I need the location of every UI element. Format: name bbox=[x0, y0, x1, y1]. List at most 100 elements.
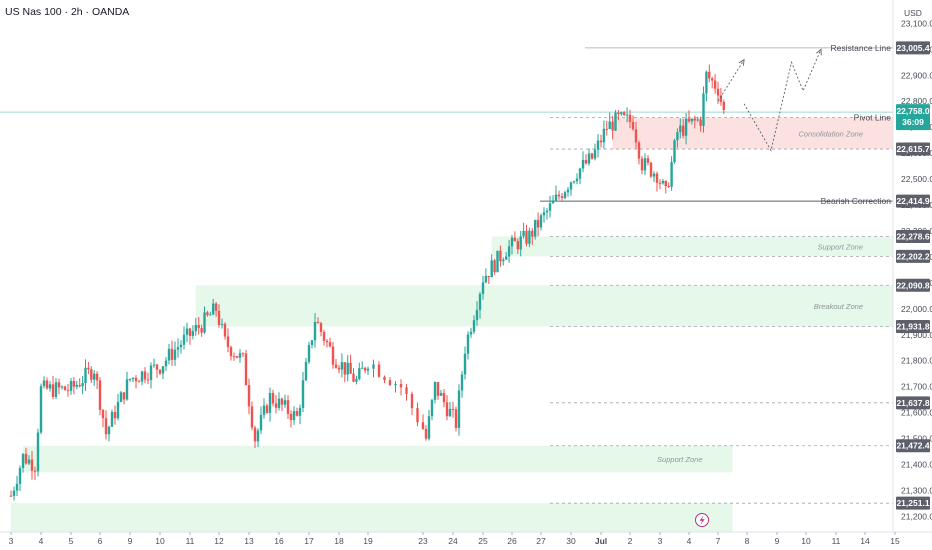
candle-body-47 bbox=[149, 365, 153, 381]
candle-body-49 bbox=[155, 364, 159, 370]
level-name-1: Pivot Line bbox=[854, 112, 892, 122]
candle-body-3 bbox=[18, 468, 22, 484]
candle-body-34 bbox=[110, 411, 114, 427]
candle-body-50 bbox=[158, 369, 162, 374]
candle-body-178 bbox=[563, 192, 567, 199]
candle-body-165 bbox=[525, 230, 528, 244]
candle-body-180 bbox=[569, 182, 573, 190]
candle-body-229 bbox=[713, 80, 717, 89]
level-tag-label-5: 22,202.2 bbox=[896, 251, 929, 261]
candle-body-48 bbox=[152, 364, 156, 366]
candle-body-101 bbox=[310, 340, 314, 346]
candle-body-230 bbox=[716, 88, 720, 96]
candle-body-21 bbox=[72, 380, 76, 387]
candle-body-215 bbox=[673, 140, 676, 163]
lightning-icon[interactable] bbox=[695, 513, 709, 527]
candle-body-1 bbox=[12, 490, 16, 496]
currency-label[interactable]: USD bbox=[904, 8, 922, 18]
x-tick-28: 14 bbox=[860, 536, 870, 546]
candle-body-105 bbox=[322, 331, 326, 341]
candle-body-120 bbox=[366, 368, 370, 371]
y-tick-2: 21,400.0 bbox=[901, 460, 932, 470]
current-price-tag bbox=[896, 104, 930, 131]
candle-body-158 bbox=[505, 256, 508, 260]
candle-body-16 bbox=[57, 382, 61, 388]
level-tag-0 bbox=[896, 41, 930, 55]
candles-layer bbox=[9, 64, 725, 501]
candle-body-131 bbox=[424, 428, 428, 439]
candle-body-219 bbox=[684, 118, 688, 136]
y-tick-17: 22,900.0 bbox=[901, 70, 932, 80]
candle-body-218 bbox=[682, 125, 685, 136]
candle-body-56 bbox=[176, 347, 180, 350]
level-tag-9 bbox=[896, 439, 930, 453]
candle-body-23 bbox=[78, 384, 81, 387]
candle-body-202 bbox=[634, 129, 638, 143]
x-tick-11: 18 bbox=[334, 536, 344, 546]
candle-body-194 bbox=[611, 121, 614, 131]
x-tick-21: 3 bbox=[658, 536, 663, 546]
candle-body-26 bbox=[87, 367, 90, 370]
candle-body-223 bbox=[696, 119, 699, 121]
candle-body-24 bbox=[81, 383, 84, 387]
candle-body-221 bbox=[690, 118, 694, 122]
candle-body-155 bbox=[496, 250, 499, 273]
x-tick-18: 30 bbox=[566, 536, 576, 546]
candle-body-181 bbox=[572, 181, 576, 183]
candle-body-94 bbox=[289, 413, 293, 421]
candle-body-90 bbox=[277, 398, 281, 408]
candle-body-184 bbox=[581, 159, 585, 169]
x-tick-20: 2 bbox=[628, 536, 633, 546]
candle-body-114 bbox=[349, 362, 352, 374]
symbol-title[interactable]: US Nas 100 · 2h · OANDA bbox=[5, 6, 129, 18]
candle-body-191 bbox=[602, 128, 606, 143]
candle-body-154 bbox=[493, 260, 496, 273]
candle-body-122 bbox=[377, 364, 381, 377]
candle-body-6 bbox=[27, 459, 31, 464]
candle-body-156 bbox=[499, 250, 502, 262]
candle-body-62 bbox=[194, 325, 197, 332]
x-tick-16: 26 bbox=[507, 536, 517, 546]
candle-body-135 bbox=[436, 382, 440, 396]
time-axis[interactable]: 3 4 5 6 9 10 11 12 13 16 17 18 19 23 24 25 26 27 30 Jul 2 3 4 7… bbox=[9, 532, 900, 546]
zone-breakout-zone-2 bbox=[195, 285, 894, 327]
level-tag-label-0: 23,005.4 bbox=[896, 43, 929, 53]
candle-body-172 bbox=[545, 210, 549, 213]
x-tick-13: 23 bbox=[418, 536, 428, 546]
candle-body-96 bbox=[295, 411, 299, 416]
candle-body-68 bbox=[212, 303, 215, 315]
candle-body-100 bbox=[307, 345, 311, 362]
level-tag-6 bbox=[896, 278, 930, 292]
candle-body-70 bbox=[217, 310, 221, 325]
candle-body-5 bbox=[24, 453, 28, 464]
candle-body-193 bbox=[608, 121, 611, 130]
x-tick-25: 9 bbox=[775, 536, 780, 546]
candle-body-82 bbox=[253, 427, 257, 442]
candle-body-186 bbox=[587, 153, 591, 164]
candle-body-147 bbox=[472, 320, 476, 332]
candle-body-140 bbox=[451, 408, 455, 410]
zone-label: Consolidation Zone bbox=[798, 129, 863, 138]
candle-body-116 bbox=[355, 379, 358, 382]
candle-body-18 bbox=[63, 386, 67, 391]
level-tag-label-9: 21,472.4 bbox=[896, 441, 929, 451]
candle-body-103 bbox=[316, 321, 320, 324]
x-tick-6: 11 bbox=[186, 536, 195, 546]
x-tick-1: 4 bbox=[39, 536, 44, 546]
x-tick-10: 17 bbox=[304, 536, 314, 546]
level-tag-label-8: 21,637.8 bbox=[896, 398, 929, 408]
projection-path-alt bbox=[717, 59, 745, 102]
candle-body-84 bbox=[259, 414, 263, 431]
level-tag-7 bbox=[896, 320, 930, 334]
candle-body-146 bbox=[469, 331, 473, 335]
candle-body-79 bbox=[244, 353, 248, 386]
candle-body-209 bbox=[655, 173, 659, 183]
time-axis-panel[interactable] bbox=[0, 532, 932, 550]
candle-body-203 bbox=[637, 142, 641, 159]
candle-body-55 bbox=[173, 349, 177, 360]
candle-body-27 bbox=[90, 369, 93, 380]
candle-body-211 bbox=[661, 180, 665, 184]
zone-unnamed-4 bbox=[11, 503, 733, 532]
